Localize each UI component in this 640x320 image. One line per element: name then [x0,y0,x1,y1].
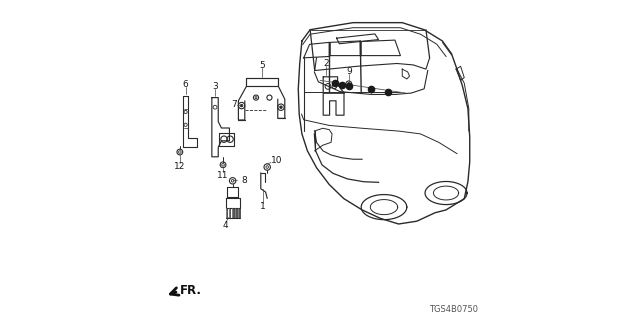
Text: 9: 9 [346,68,351,76]
Text: FR.: FR. [180,284,202,297]
Text: 8: 8 [241,176,246,185]
Polygon shape [239,208,241,218]
Text: 3: 3 [212,82,218,91]
Polygon shape [229,208,232,218]
Text: 11: 11 [218,172,228,180]
Polygon shape [236,208,238,218]
Text: 4: 4 [223,221,228,230]
Text: 2: 2 [324,60,329,68]
Circle shape [280,106,282,108]
Text: 12: 12 [174,162,186,171]
Text: 1: 1 [260,202,266,211]
Text: 7: 7 [231,100,236,109]
Text: 6: 6 [183,80,188,89]
Polygon shape [226,208,228,218]
Text: TGS4B0750: TGS4B0750 [429,305,479,314]
Circle shape [240,104,243,107]
Text: 5: 5 [260,61,265,70]
Text: 10: 10 [271,156,283,165]
Polygon shape [232,208,235,218]
